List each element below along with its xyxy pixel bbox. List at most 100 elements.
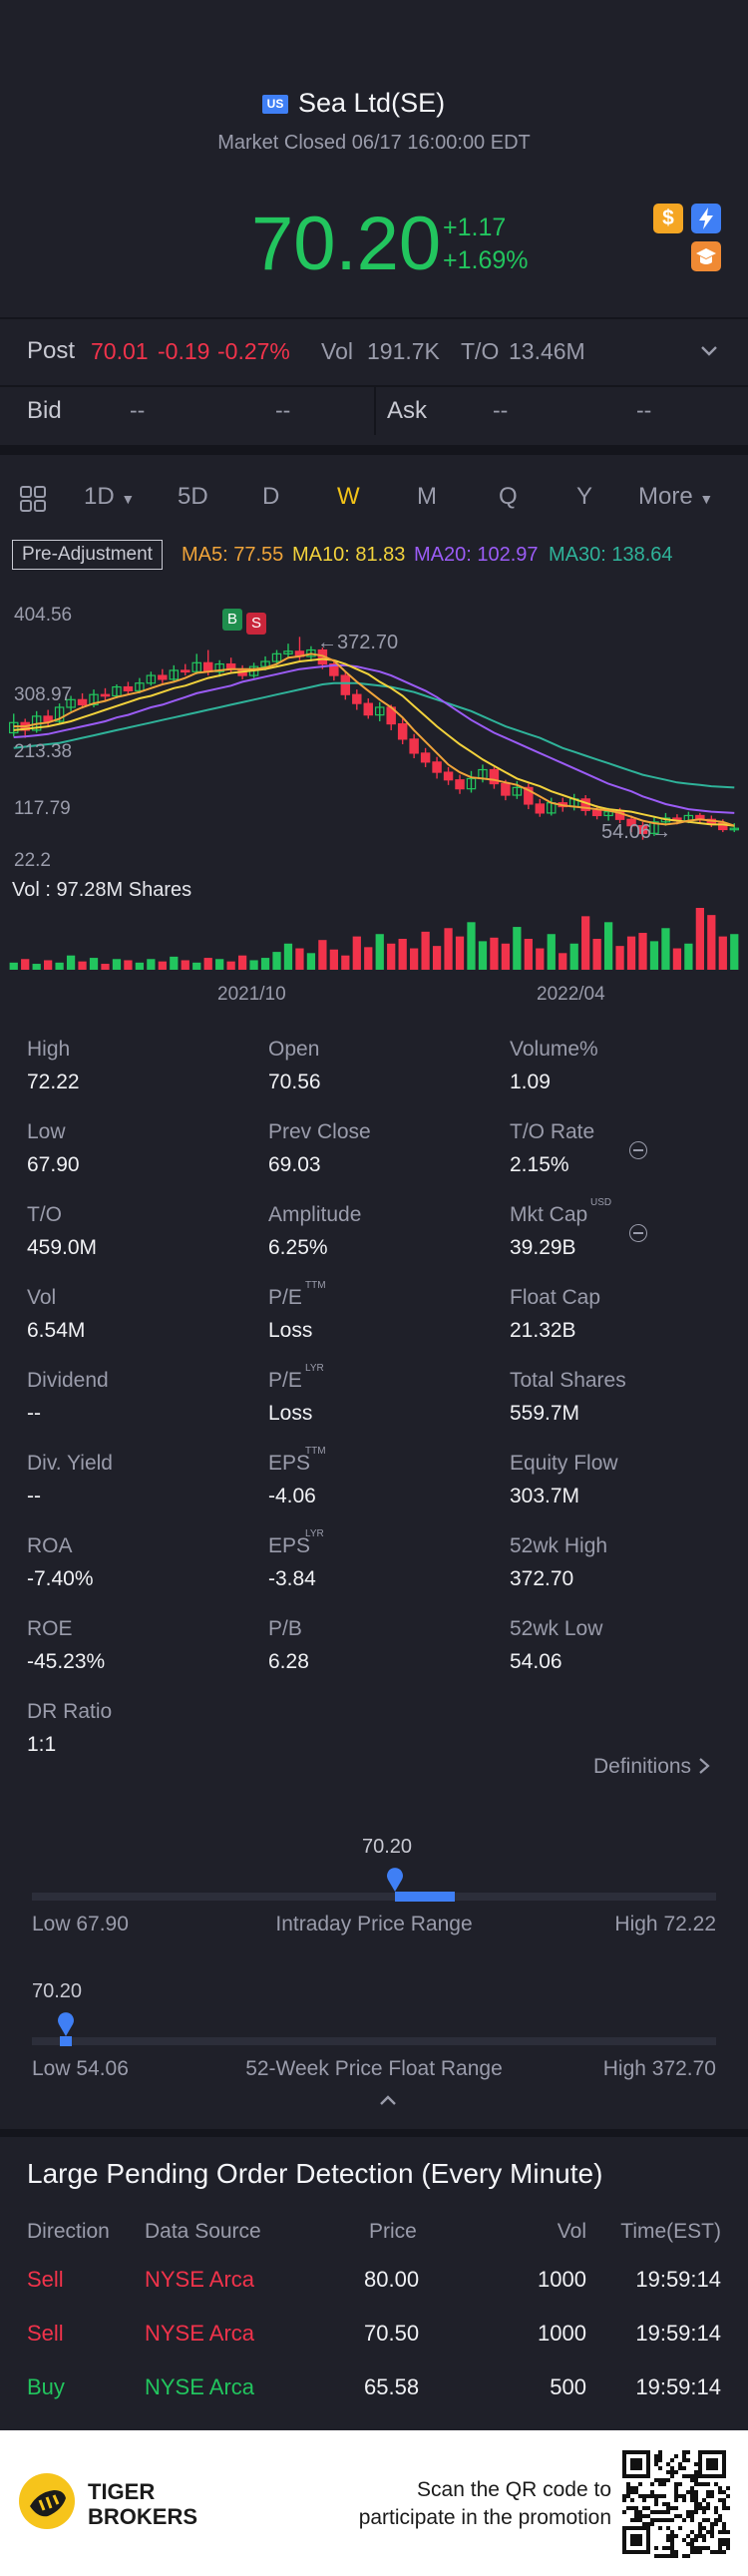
stat-label: DR Ratio	[27, 1700, 113, 1723]
volume-bar	[455, 936, 465, 970]
week52-position-pin	[58, 2012, 75, 2036]
candle	[181, 663, 190, 676]
order-price: 65.58	[364, 2374, 420, 2399]
pre-adjustment-button[interactable]: Pre-Adjustment	[12, 540, 163, 570]
volume-bar	[638, 933, 647, 970]
candle	[489, 766, 500, 789]
volume-bar	[283, 943, 293, 970]
tab-5d[interactable]: 5D	[178, 483, 208, 510]
bid-label: Bid	[27, 397, 62, 424]
stat-value: 6.28	[268, 1650, 309, 1673]
volume-bar	[649, 941, 659, 970]
post-to-label: T/O	[461, 338, 500, 364]
volume-bar	[387, 943, 396, 970]
stat-value: -4.06	[268, 1485, 316, 1507]
order-row: Sell NYSE Arca 70.50 1000 19:59:14	[0, 2309, 748, 2362]
candle	[9, 713, 19, 737]
candle	[340, 671, 351, 700]
candle	[123, 681, 134, 695]
ma30-label: MA30: 138.64	[549, 544, 673, 566]
candle	[225, 657, 236, 673]
ma10-line	[13, 657, 735, 827]
price-chart[interactable]	[0, 599, 748, 878]
grid-icon[interactable]	[18, 484, 48, 519]
order-vol: 500	[550, 2374, 586, 2399]
stat-label: Low	[27, 1120, 66, 1143]
buy-tag[interactable]: B	[222, 609, 242, 631]
volume-bar	[181, 960, 189, 970]
to-rate-info-icon[interactable]	[629, 1141, 647, 1159]
chevron-up-icon[interactable]	[377, 2092, 399, 2113]
intraday-range-fill	[394, 1892, 455, 1902]
stat-value: --	[27, 1402, 41, 1425]
y-tick-2: 213.38	[14, 741, 73, 762]
stat-label: High	[27, 1038, 71, 1061]
volume-bar	[707, 915, 716, 970]
volume-bar	[375, 934, 384, 970]
week52-high: High 372.70	[602, 2057, 716, 2080]
volume-bar	[524, 939, 533, 970]
order-vol: 1000	[538, 2267, 586, 2292]
lightning-icon[interactable]	[691, 204, 721, 233]
candle	[100, 687, 111, 701]
tab-y[interactable]: Y	[576, 483, 593, 510]
stat-label: P/E	[268, 1369, 302, 1392]
volume-bar	[547, 934, 556, 970]
candle	[432, 756, 442, 779]
post-change-pct: -0.27%	[217, 338, 290, 364]
volume-label: Vol : 97.28M Shares	[12, 879, 192, 901]
tab-m[interactable]: M	[417, 483, 437, 510]
stock-title: Sea Ltd(SE)	[298, 88, 446, 118]
volume-bar	[101, 964, 110, 970]
stat-label: ROE	[27, 1617, 73, 1640]
ma30-line	[13, 681, 735, 789]
volume-bar	[78, 961, 87, 970]
tab-1d[interactable]: 1D ▼	[84, 483, 136, 510]
week52-range-fill	[60, 2036, 73, 2046]
week52-low: Low 54.06	[32, 2057, 129, 2080]
stat-label: T/O	[27, 1203, 62, 1226]
volume-bar	[306, 953, 316, 970]
candle	[455, 774, 465, 794]
volume-bar	[490, 937, 499, 970]
candle	[535, 798, 546, 817]
volume-bar	[569, 943, 578, 970]
candle	[420, 747, 431, 767]
volume-bar	[536, 948, 545, 970]
qr-code[interactable]	[622, 2450, 730, 2558]
candle	[695, 812, 705, 824]
stat-label: P/B	[268, 1617, 302, 1640]
volume-bar	[135, 962, 145, 970]
order-price: 70.50	[364, 2321, 420, 2346]
post-to: 13.46M	[509, 338, 585, 364]
promo-line1: Scan the QR code to	[417, 2478, 611, 2501]
mkt-cap-info-icon[interactable]	[629, 1224, 647, 1242]
stat-label: P/E	[268, 1286, 302, 1309]
definitions-link[interactable]: Definitions	[593, 1755, 711, 1779]
candle	[43, 709, 53, 727]
stat-label: Dividend	[27, 1369, 109, 1392]
candle	[729, 823, 739, 833]
tab-q[interactable]: Q	[499, 483, 518, 510]
stat-label: T/O Rate	[510, 1120, 595, 1143]
stat-superscript: TTM	[305, 1446, 326, 1457]
volume-bar	[147, 959, 156, 970]
candle	[466, 770, 477, 793]
tab-d[interactable]: D	[262, 483, 280, 510]
ma5-label: MA5: 77.55	[182, 544, 284, 566]
dollar-icon[interactable]: $	[653, 204, 683, 233]
tiger-logo-icon	[19, 2473, 75, 2529]
candle	[637, 821, 648, 840]
tab-w[interactable]: W	[337, 483, 360, 510]
learn-icon[interactable]	[691, 241, 721, 271]
volume-bar	[626, 936, 636, 970]
brand-line1: TIGER	[88, 2479, 156, 2504]
order-row: Buy NYSE Arca 65.58 500 19:59:14	[0, 2362, 748, 2416]
intraday-high: High 72.22	[614, 1913, 716, 1935]
chevron-down-icon[interactable]	[698, 339, 720, 366]
sell-tag[interactable]: S	[246, 613, 266, 635]
tab-more[interactable]: More ▼	[638, 483, 714, 510]
intraday-current-label: 70.20	[362, 1836, 413, 1858]
orders-table: Sell NYSE Arca 80.00 1000 19:59:14 Sell NYSE A…	[0, 2255, 748, 2424]
stat-label: 52wk High	[510, 1534, 608, 1557]
